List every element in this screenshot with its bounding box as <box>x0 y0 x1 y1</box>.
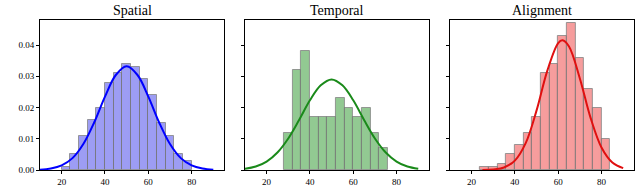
svg-text:80: 80 <box>392 177 402 187</box>
svg-text:40: 40 <box>305 177 315 187</box>
svg-text:0.00: 0.00 <box>18 165 34 175</box>
svg-text:60: 60 <box>144 177 154 187</box>
svg-text:40: 40 <box>510 177 520 187</box>
svg-text:Spatial: Spatial <box>113 3 152 18</box>
svg-text:80: 80 <box>187 177 197 187</box>
svg-text:80: 80 <box>597 177 607 187</box>
svg-text:Temporal: Temporal <box>310 3 364 18</box>
svg-text:20: 20 <box>57 177 67 187</box>
svg-text:0.01: 0.01 <box>18 134 34 144</box>
svg-text:40: 40 <box>100 177 110 187</box>
svg-text:0.02: 0.02 <box>18 103 34 113</box>
svg-text:60: 60 <box>349 177 359 187</box>
svg-text:0.04: 0.04 <box>18 40 34 50</box>
svg-text:Alignment: Alignment <box>512 3 572 18</box>
svg-text:20: 20 <box>467 177 477 187</box>
svg-text:20: 20 <box>262 177 272 187</box>
svg-text:0.03: 0.03 <box>18 71 34 81</box>
svg-text:60: 60 <box>554 177 564 187</box>
